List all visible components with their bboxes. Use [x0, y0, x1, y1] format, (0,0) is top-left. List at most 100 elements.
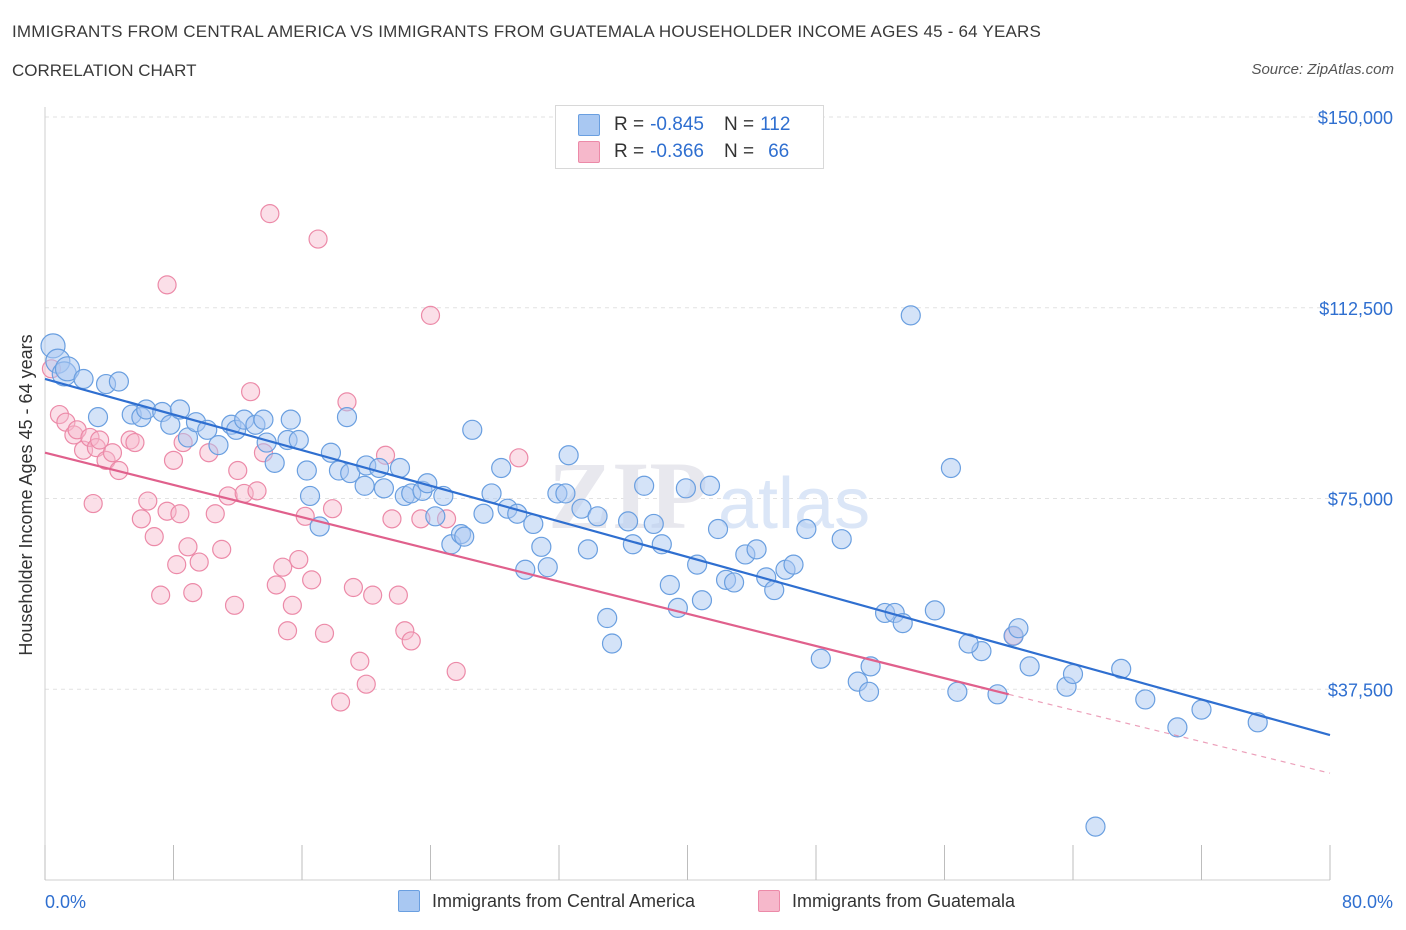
central-america-point[interactable]: [73, 368, 94, 390]
central-america-point[interactable]: [691, 590, 713, 611]
central-america-point[interactable]: [858, 681, 880, 702]
guatemala-point[interactable]: [178, 537, 198, 557]
central-america-point[interactable]: [940, 457, 962, 479]
central-america-point[interactable]: [900, 305, 921, 326]
guatemala-point[interactable]: [157, 275, 177, 295]
guatemala-point[interactable]: [170, 504, 190, 524]
guatemala-point[interactable]: [322, 499, 343, 519]
guatemala-point[interactable]: [64, 425, 84, 445]
guatemala-point[interactable]: [446, 661, 466, 682]
central-america-point[interactable]: [675, 478, 696, 499]
guatemala-point[interactable]: [49, 404, 70, 425]
guatemala-point[interactable]: [343, 577, 363, 598]
guatemala-point[interactable]: [509, 448, 529, 468]
guatemala-point[interactable]: [282, 595, 302, 615]
guatemala-point[interactable]: [183, 583, 203, 603]
central-america-point[interactable]: [373, 478, 395, 499]
central-america-point[interactable]: [54, 356, 81, 382]
central-america-point[interactable]: [699, 475, 721, 496]
guatemala-point[interactable]: [273, 557, 293, 577]
central-america-point[interactable]: [723, 572, 745, 593]
guatemala-point[interactable]: [363, 585, 383, 605]
central-america-point[interactable]: [160, 414, 181, 435]
central-america-point[interactable]: [810, 648, 831, 669]
guatemala-point[interactable]: [314, 623, 335, 643]
guatemala-point[interactable]: [189, 552, 209, 572]
guatemala-point[interactable]: [228, 460, 248, 481]
central-america-point[interactable]: [1111, 658, 1132, 680]
guatemala-point[interactable]: [167, 555, 187, 575]
central-america-point[interactable]: [537, 557, 558, 578]
guatemala-point[interactable]: [260, 204, 280, 224]
central-america-point[interactable]: [473, 503, 494, 524]
guatemala-point[interactable]: [241, 382, 261, 402]
central-america-point[interactable]: [796, 518, 817, 540]
guatemala-point[interactable]: [401, 631, 421, 651]
guatemala-point[interactable]: [350, 651, 370, 671]
central-america-point[interactable]: [558, 445, 579, 466]
guatemala-point[interactable]: [131, 509, 151, 529]
central-america-point[interactable]: [336, 407, 358, 428]
central-america-point[interactable]: [296, 460, 317, 481]
guatemala-point[interactable]: [125, 432, 145, 453]
central-america-point[interactable]: [659, 574, 680, 596]
central-america-point[interactable]: [531, 536, 552, 557]
guatemala-point[interactable]: [96, 450, 116, 470]
central-america-point[interactable]: [577, 539, 599, 560]
central-america-point[interactable]: [462, 419, 483, 440]
central-america-point[interactable]: [634, 475, 655, 496]
guatemala-point[interactable]: [308, 229, 328, 249]
guatemala-point[interactable]: [205, 504, 225, 524]
guatemala-point[interactable]: [277, 621, 298, 641]
central-america-point[interactable]: [1062, 663, 1084, 685]
guatemala-point[interactable]: [420, 305, 441, 325]
guatemala-point[interactable]: [102, 443, 123, 463]
central-america-point[interactable]: [208, 434, 229, 456]
guatemala-point[interactable]: [144, 527, 164, 547]
central-america-point[interactable]: [1085, 816, 1106, 837]
central-america-point[interactable]: [253, 409, 274, 430]
guatemala-point[interactable]: [330, 692, 351, 712]
central-america-point[interactable]: [643, 513, 664, 535]
central-america-point[interactable]: [783, 554, 804, 575]
guatemala-point[interactable]: [289, 549, 309, 570]
guatemala-point[interactable]: [83, 493, 103, 514]
guatemala-point[interactable]: [266, 575, 286, 595]
guatemala-point[interactable]: [388, 585, 408, 605]
central-america-point[interactable]: [523, 513, 544, 535]
central-america-point[interactable]: [746, 539, 767, 560]
central-america-point[interactable]: [587, 506, 608, 527]
central-america-point[interactable]: [1167, 717, 1188, 738]
central-america-point[interactable]: [947, 681, 968, 702]
guatemala-point[interactable]: [395, 621, 415, 641]
guatemala-point[interactable]: [138, 491, 158, 511]
central-america-point[interactable]: [1135, 689, 1156, 710]
central-america-point[interactable]: [299, 485, 321, 507]
central-america-point[interactable]: [601, 633, 623, 654]
central-america-point[interactable]: [491, 457, 512, 479]
central-america-point[interactable]: [1247, 712, 1268, 733]
guatemala-point[interactable]: [356, 674, 376, 694]
legend-item-central-america[interactable]: Immigrants from Central America: [398, 890, 695, 912]
central-america-point[interactable]: [108, 371, 129, 392]
legend-item-guatemala[interactable]: Immigrants from Guatemala: [758, 890, 1015, 912]
central-america-point[interactable]: [1019, 656, 1040, 677]
guatemala-point[interactable]: [382, 509, 402, 529]
central-america-point[interactable]: [617, 511, 639, 532]
central-america-point[interactable]: [1191, 699, 1212, 720]
central-america-point[interactable]: [264, 452, 285, 473]
central-america-point[interactable]: [1008, 618, 1029, 639]
guatemala-point[interactable]: [151, 585, 171, 605]
central-america-point[interactable]: [87, 407, 109, 428]
central-america-point[interactable]: [555, 483, 576, 504]
central-america-point[interactable]: [515, 559, 536, 580]
central-america-point[interactable]: [354, 475, 375, 496]
central-america-point[interactable]: [667, 597, 688, 618]
central-america-point[interactable]: [831, 529, 852, 550]
central-america-point[interactable]: [987, 684, 1008, 705]
guatemala-point[interactable]: [224, 595, 245, 615]
central-america-point[interactable]: [707, 518, 729, 540]
central-america-point[interactable]: [454, 526, 475, 547]
guatemala-point[interactable]: [163, 450, 184, 470]
central-america-point[interactable]: [597, 607, 618, 629]
